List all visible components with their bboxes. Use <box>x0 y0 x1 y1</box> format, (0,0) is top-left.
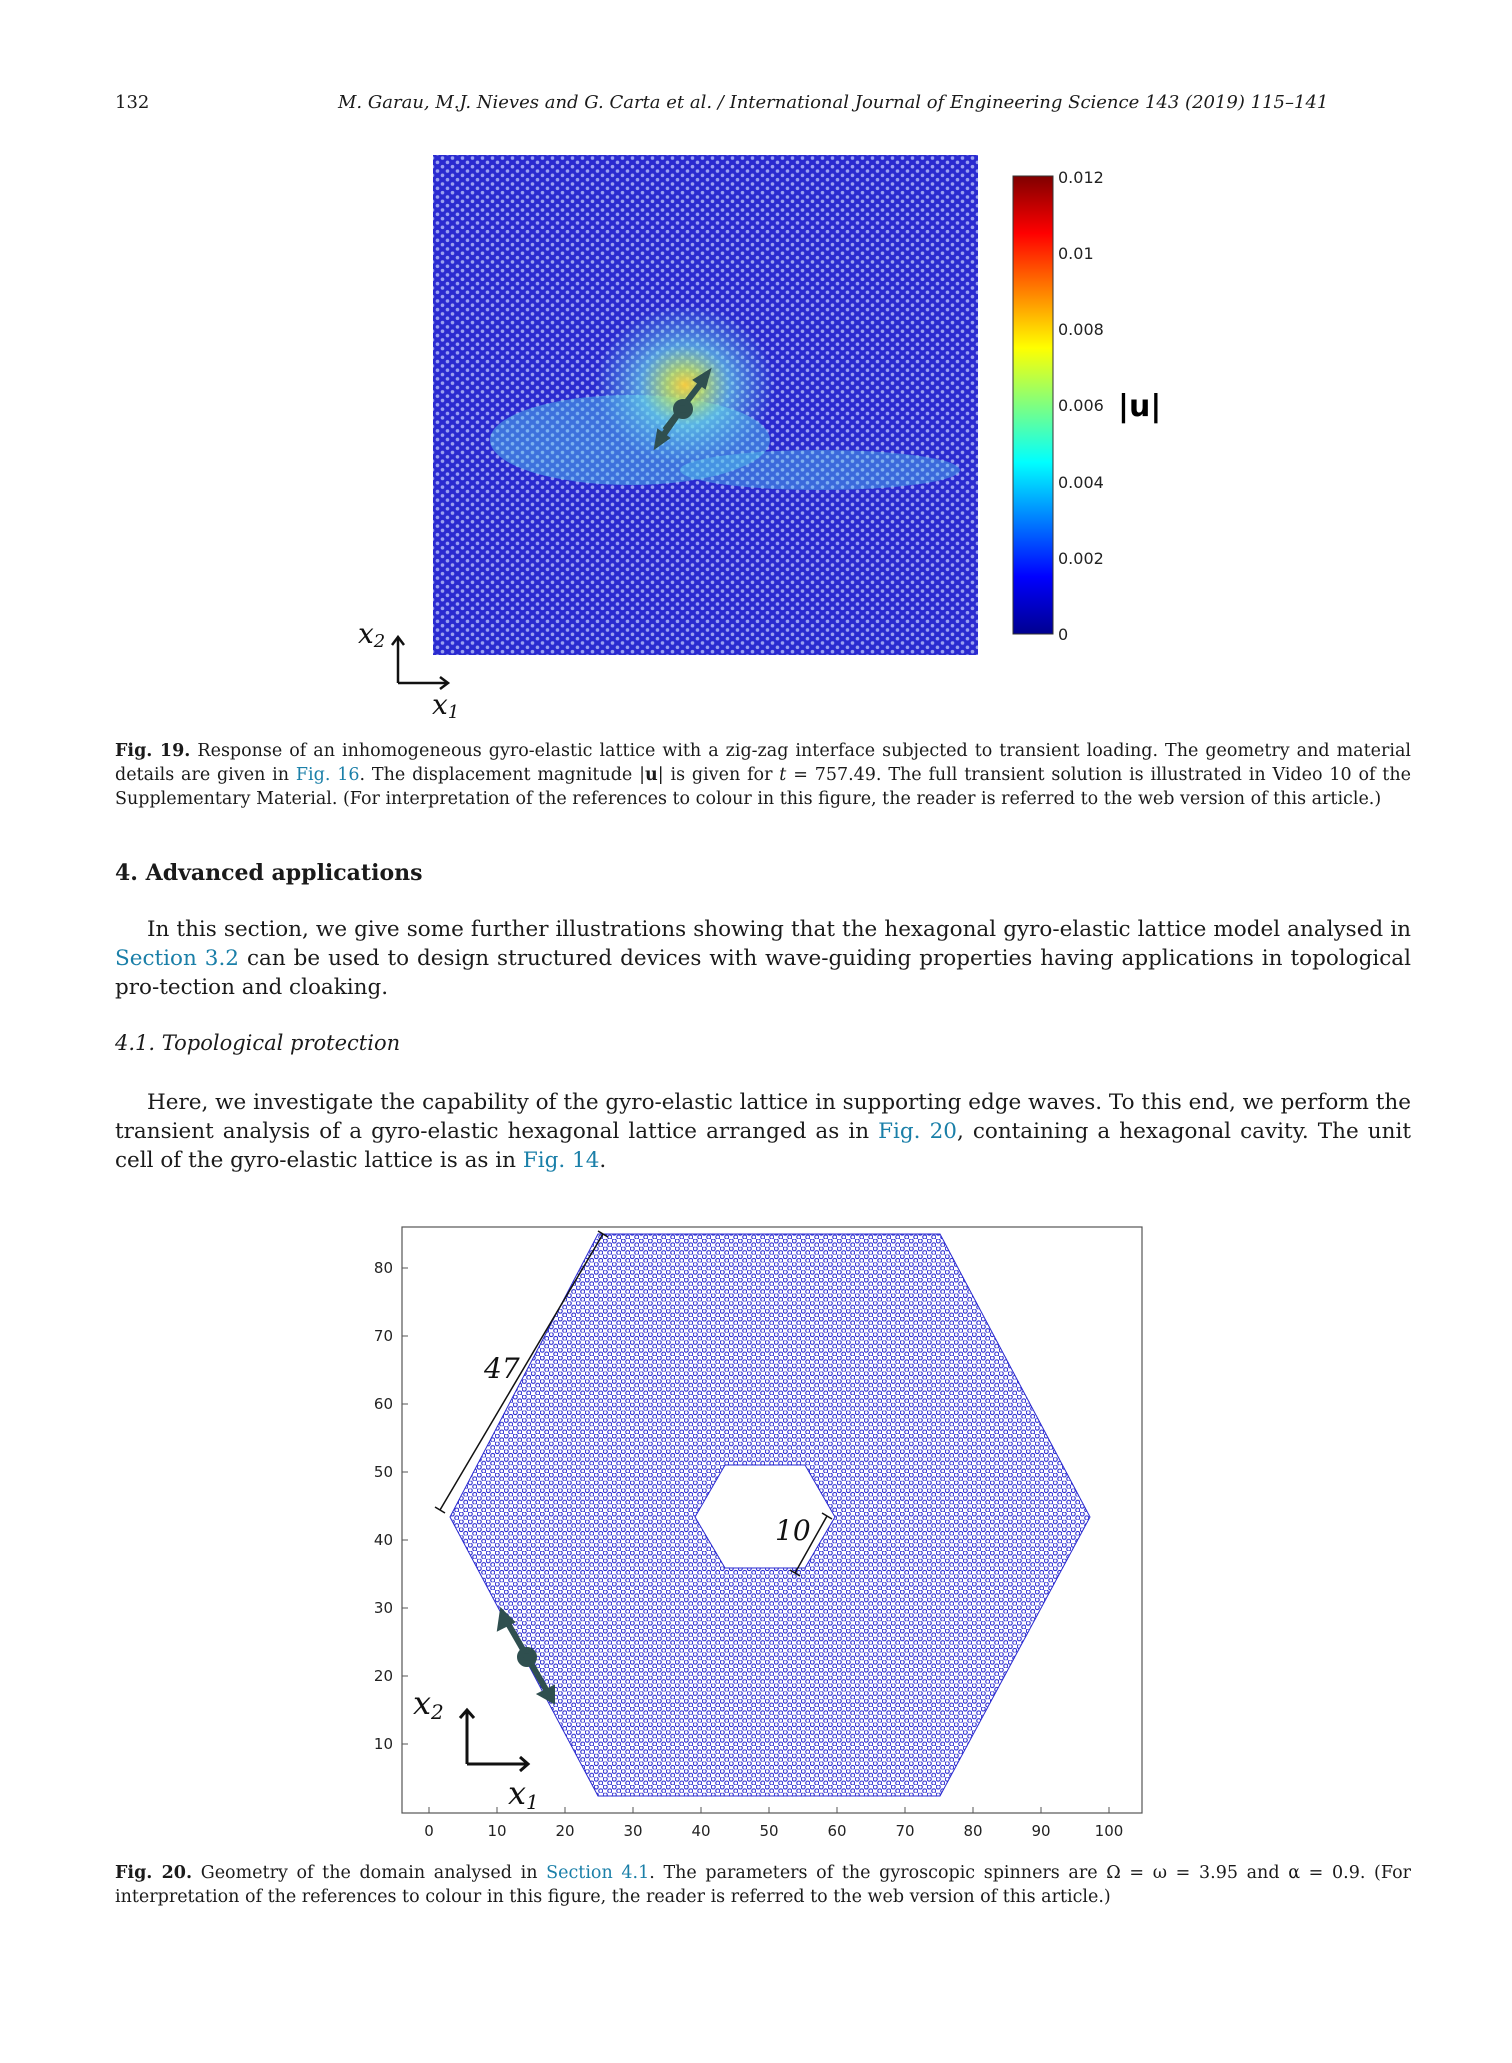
y-ticks: 10 20 30 40 50 60 70 80 <box>374 1259 393 1753</box>
x-tick: 70 <box>895 1822 914 1840</box>
hotspot <box>595 305 775 465</box>
section4-paragraph: In this section, we give some further il… <box>115 915 1411 1002</box>
fig16-link[interactable]: Fig. 16 <box>295 765 360 785</box>
dimension-line-outer <box>434 1230 609 1514</box>
y-tick: 50 <box>374 1463 393 1481</box>
cbar-tick: 0.004 <box>1058 473 1104 492</box>
x-tick: 100 <box>1095 1822 1124 1840</box>
dimension-inner-label: 10 <box>775 1514 811 1547</box>
x-tick-marks <box>428 1807 1110 1813</box>
x-tick: 30 <box>623 1822 642 1840</box>
fig20-caption-text: . The parameters of the gyroscopic spinn… <box>115 1863 1411 1907</box>
fig14-link[interactable]: Fig. 14 <box>522 1148 600 1173</box>
figure-20: 0 10 20 30 40 50 60 70 80 90 100 10 20 3… <box>374 1226 1143 1840</box>
y-tick: 40 <box>374 1531 393 1549</box>
fig20-caption: Fig. 20. Geometry of the domain analysed… <box>115 1861 1411 1909</box>
page-number: 132 <box>115 92 150 113</box>
axis-x1-label: x1 <box>432 688 459 723</box>
figure-19: 0.012 0.01 0.008 0.006 0.004 0.002 0 |u|… <box>358 155 1161 723</box>
y-tick: 60 <box>374 1395 393 1413</box>
y-tick: 70 <box>374 1327 393 1345</box>
interface-glow-2 <box>680 450 960 490</box>
section-heading: 4. Advanced applications <box>115 860 423 886</box>
cbar-tick: 0.002 <box>1058 549 1104 568</box>
cbar-tick: 0.008 <box>1058 320 1104 339</box>
paragraph-text: , containing a hexagonal cavity. The uni… <box>115 1119 1411 1173</box>
load-arrow <box>653 367 712 451</box>
fig19-caption-text: Response of an inhomogeneous gyro-elasti… <box>115 741 1411 785</box>
paragraph-text: can be used to design structured devices… <box>115 946 1411 1000</box>
fig19-caption-label: Fig. 19. <box>115 741 191 761</box>
coordinate-axes <box>458 1707 531 1773</box>
hex-lattice-domain <box>449 1233 1091 1797</box>
fig19-caption-t: t <box>779 765 787 785</box>
x-tick: 40 <box>691 1822 710 1840</box>
axis-x2-label: x2 <box>358 617 385 652</box>
fig20-caption-text: Geometry of the domain analysed in <box>200 1863 538 1883</box>
x-tick: 60 <box>827 1822 846 1840</box>
y-tick: 10 <box>374 1735 393 1753</box>
cbar-tick: 0.012 <box>1058 168 1104 187</box>
section-4-1-link[interactable]: Section 4.1 <box>546 1863 650 1883</box>
y-tick-marks <box>402 1267 408 1745</box>
dimension-outer-label: 47 <box>483 1352 520 1385</box>
x-tick: 20 <box>555 1822 574 1840</box>
section41-paragraph: Here, we investigate the capability of t… <box>115 1088 1411 1175</box>
fig20-link[interactable]: Fig. 20 <box>878 1119 957 1144</box>
subsection-heading: 4.1. Topological protection <box>115 1031 401 1055</box>
x-ticks: 0 10 20 30 40 50 60 70 80 90 100 <box>424 1822 1123 1840</box>
fig19-caption: Fig. 19. Response of an inhomogeneous gy… <box>115 739 1411 811</box>
paragraph-text: In this section, we give some further il… <box>147 917 1411 942</box>
cbar-tick: 0 <box>1058 625 1068 644</box>
section-3-2-link[interactable]: Section 3.2 <box>115 946 239 971</box>
colorbar-ticks: 0.012 0.01 0.008 0.006 0.004 0.002 0 <box>1058 168 1104 644</box>
fig20-caption-label: Fig. 20. <box>115 1863 193 1883</box>
paragraph-text: . <box>599 1148 607 1173</box>
x-tick: 50 <box>759 1822 778 1840</box>
x-tick: 0 <box>424 1822 434 1840</box>
y-tick: 80 <box>374 1259 393 1277</box>
fig19-caption-u: u <box>645 765 658 785</box>
fig19-caption-text: | is given for <box>657 765 773 785</box>
x-tick: 90 <box>1031 1822 1050 1840</box>
paragraph-text: Here, we investigate the capability of t… <box>115 1090 1411 1144</box>
y-tick: 30 <box>374 1599 393 1617</box>
cbar-tick: 0.006 <box>1058 396 1104 415</box>
running-title: M. Garau, M.J. Nieves and G. Carta et al… <box>338 92 1329 113</box>
axis-x2-label: x2 <box>413 1684 444 1724</box>
cbar-tick: 0.01 <box>1058 244 1094 263</box>
colorbar <box>1012 175 1054 635</box>
source-arrow <box>496 1606 555 1705</box>
fig19-caption-text: . The displacement magnitude | <box>359 765 646 785</box>
y-tick: 20 <box>374 1667 393 1685</box>
x-tick: 80 <box>963 1822 982 1840</box>
colorbar-label: |u| <box>1118 389 1161 424</box>
dimension-line-inner <box>789 1512 833 1577</box>
axis-x1-label: x1 <box>508 1774 539 1814</box>
coordinate-axes <box>391 634 451 690</box>
x-tick: 10 <box>487 1822 506 1840</box>
fig19-caption-text: = 757.49. The full transient solution is… <box>115 765 1411 809</box>
